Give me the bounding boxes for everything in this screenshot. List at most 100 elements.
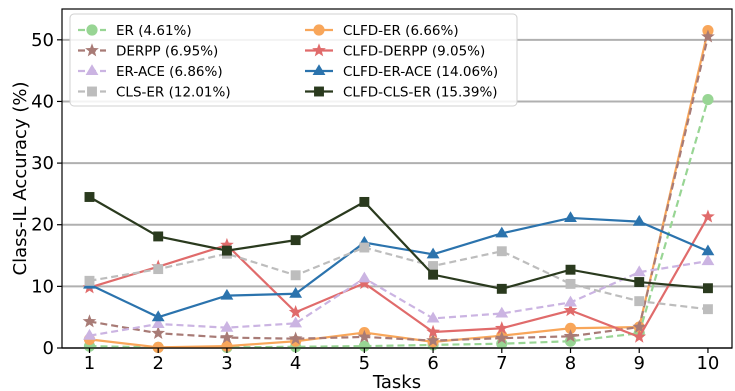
data-point (634, 296, 645, 307)
data-point (702, 94, 714, 106)
legend-swatch-marker (312, 43, 326, 57)
data-point (220, 330, 234, 344)
series-layer (82, 24, 715, 353)
legend-swatch-marker (87, 86, 97, 97)
data-point (632, 319, 647, 333)
legend-swatch-marker (313, 24, 325, 36)
data-point (563, 329, 578, 343)
y-tick-label: 50 (31, 30, 54, 51)
series-2 (82, 29, 715, 347)
x-tick-label: 1 (84, 353, 95, 374)
data-point (359, 242, 370, 253)
series-4 (83, 254, 715, 340)
data-point (426, 333, 440, 347)
data-point (428, 269, 439, 280)
plot-frame (61, 8, 733, 349)
y-tick-label: 10 (31, 276, 54, 297)
legend-label: CLS-ER (12.01%) (116, 85, 231, 101)
data-point (632, 214, 646, 226)
series-5 (83, 211, 715, 322)
data-point (288, 305, 303, 319)
data-point (153, 264, 164, 275)
y-tick-label: 20 (31, 215, 54, 236)
data-point (220, 237, 234, 251)
data-point (632, 329, 647, 343)
data-point (632, 265, 646, 277)
series-line (89, 30, 710, 349)
legend-item: CLS-ER (12.01%) (78, 85, 231, 101)
series-line (89, 246, 709, 311)
data-point (701, 244, 715, 256)
x-tick-label: 8 (565, 353, 576, 374)
data-point (702, 304, 713, 315)
x-tick-label: 5 (359, 353, 370, 374)
legend-swatch-marker (85, 64, 99, 76)
axis-ticks: 0 10 20 30 40 50 1 2 3 4 5 6 7 8 9 10 (31, 30, 719, 374)
data-point (83, 328, 96, 340)
series-line (89, 216, 709, 319)
data-point (701, 29, 715, 43)
legend-item: CLFD-ER (6.66%) (305, 23, 459, 39)
legend-label: ER (4.61%) (116, 23, 192, 39)
legend-swatch-marker (314, 86, 324, 97)
data-point (84, 275, 95, 286)
legend-swatch-marker (85, 43, 99, 57)
legend-item: ER (4.61%) (78, 23, 192, 39)
data-point (220, 320, 234, 332)
legend: ER (4.61%) CLFD-ER (6.66%) DERPP (6.95%) CL… (69, 13, 518, 107)
legend-item: CLFD-DERPP (9.05%) (305, 43, 485, 60)
series-line (89, 216, 709, 339)
legend-swatch-marker (312, 64, 326, 76)
data-point (357, 276, 372, 290)
data-point (358, 340, 370, 352)
data-point (82, 314, 97, 328)
series-line (89, 260, 709, 337)
data-point (288, 331, 303, 345)
data-point (151, 326, 166, 340)
data-point (495, 226, 509, 238)
x-tick-label: 10 (696, 353, 719, 374)
x-tick-label: 7 (496, 353, 507, 374)
legend-label: CLFD-CLS-ER (15.39%) (343, 85, 498, 101)
legend-item: DERPP (6.95%) (78, 43, 218, 60)
data-point (702, 283, 713, 294)
data-point (565, 278, 576, 289)
data-point (426, 311, 440, 323)
data-point (564, 211, 577, 222)
legend-item: CLFD-ER-ACE (14.06%) (305, 64, 498, 80)
data-point (290, 270, 301, 281)
data-point (496, 283, 507, 294)
data-point (221, 245, 232, 256)
data-point (151, 310, 165, 322)
data-point (494, 330, 509, 344)
legend-label: CLFD-ER-ACE (14.06%) (343, 64, 498, 80)
x-tick-label: 3 (221, 353, 232, 374)
x-tick-label: 2 (152, 353, 163, 374)
data-point (84, 192, 95, 202)
data-point (701, 209, 715, 223)
x-axis-title: Tasks (372, 372, 421, 391)
data-point (221, 340, 233, 352)
data-point (290, 235, 301, 246)
legend-item: CLFD-CLS-ER (15.39%) (305, 85, 498, 101)
series-0 (83, 94, 714, 353)
data-point (289, 287, 303, 298)
legend-box (69, 13, 518, 107)
legend-swatch-marker (86, 24, 98, 36)
x-tick-label: 4 (290, 353, 301, 374)
data-point (428, 261, 439, 271)
data-point (359, 196, 370, 207)
data-point (152, 341, 164, 353)
data-point (357, 271, 371, 283)
data-point (564, 295, 577, 307)
data-point (563, 303, 578, 317)
legend-item: ER-ACE (6.86%) (78, 64, 223, 80)
data-point (634, 277, 645, 287)
data-point (565, 264, 576, 275)
data-point (496, 246, 507, 257)
x-tick-label: 9 (634, 353, 645, 374)
legend-label: CLFD-ER (6.66%) (343, 23, 459, 39)
data-point (151, 317, 165, 329)
series-line (88, 196, 709, 290)
